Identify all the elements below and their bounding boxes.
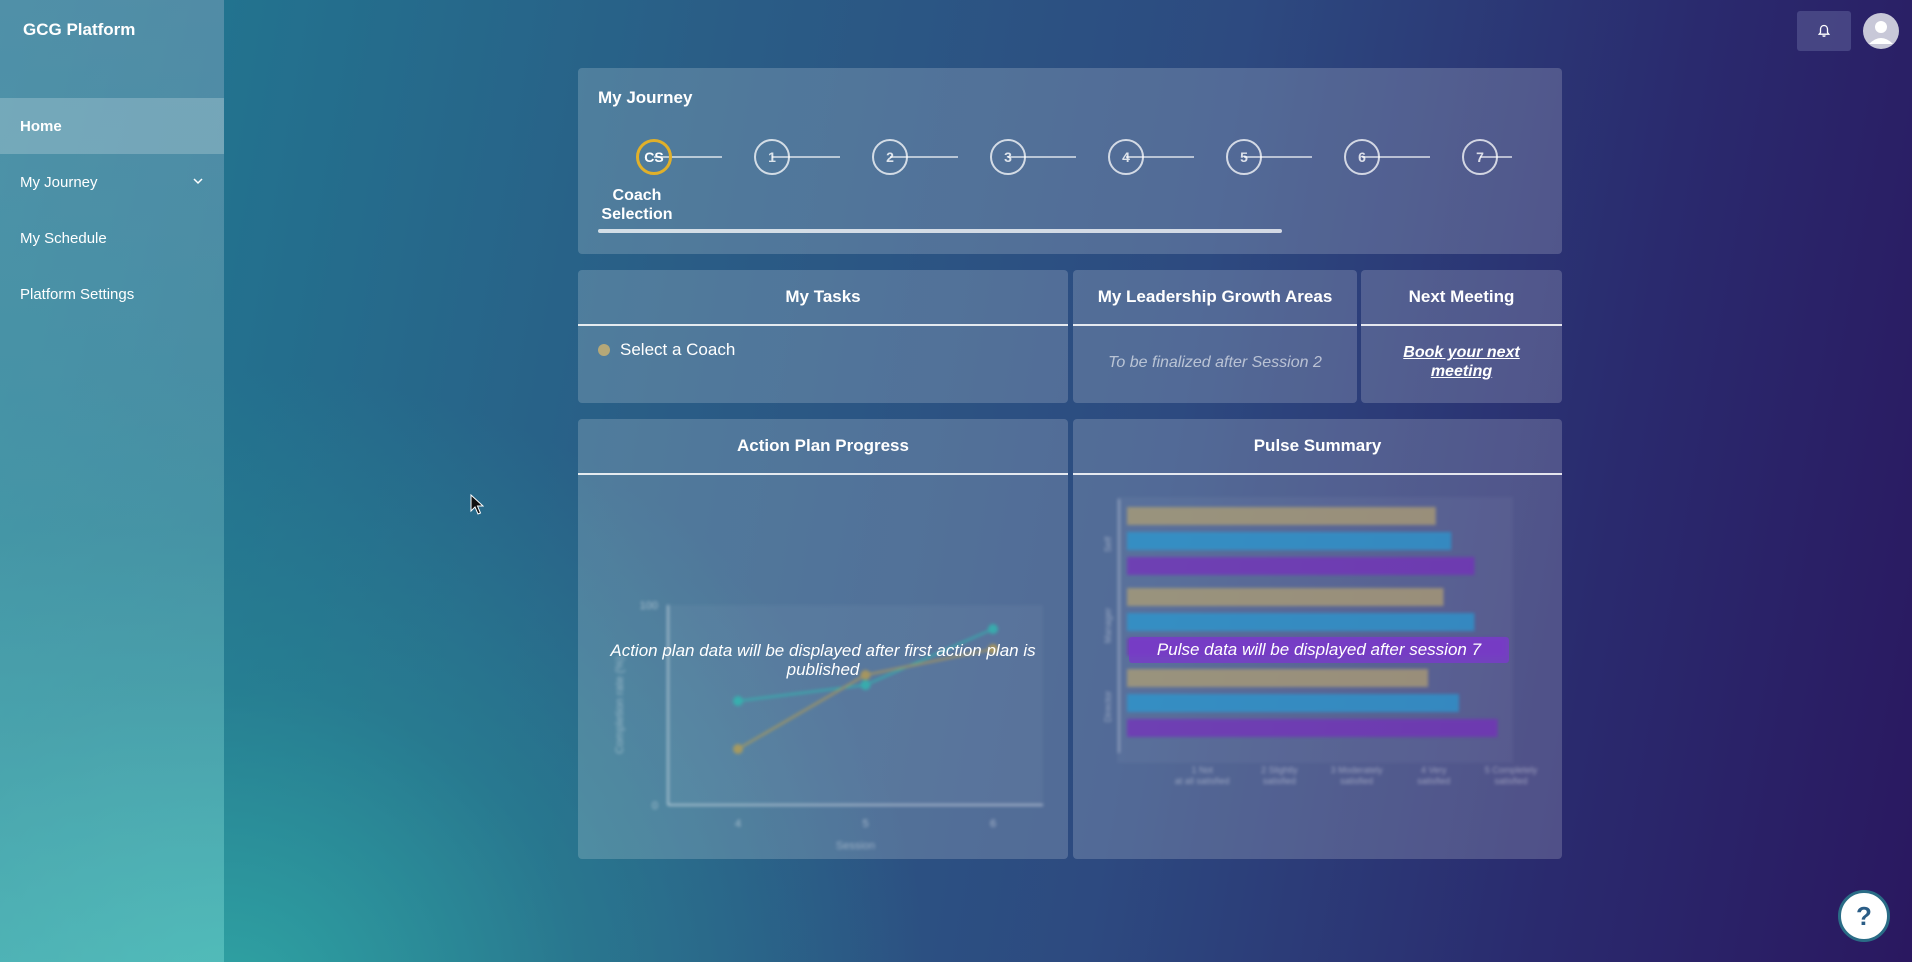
bell-icon <box>1817 24 1831 37</box>
sidebar-item-home[interactable]: Home <box>0 98 224 154</box>
journey-title: My Journey <box>598 88 693 107</box>
x-tick-label: satisfied <box>1417 776 1450 786</box>
step-connector <box>772 156 840 158</box>
pulse-message: Pulse data will be displayed after sessi… <box>1129 637 1509 663</box>
status-dot-icon <box>598 344 610 356</box>
sidebar-item-label: My Journey <box>20 173 98 191</box>
x-tick-label: 1 Not <box>1191 765 1213 775</box>
step-2[interactable]: 2 <box>872 139 908 175</box>
y-tick-label: 100 <box>640 600 658 612</box>
plot-area <box>668 605 1043 805</box>
task-item[interactable]: Select a Coach <box>598 340 735 360</box>
step-connector <box>654 156 722 158</box>
step-6[interactable]: 6 <box>1344 139 1380 175</box>
next-meeting-card: Next Meeting Book your next meeting <box>1361 270 1562 403</box>
x-tick-label: 4 Very <box>1421 765 1447 775</box>
series-point <box>733 696 743 706</box>
sidebar: GCG Platform Home My Journey My Schedule… <box>0 0 224 962</box>
task-label: Select a Coach <box>620 340 736 359</box>
journey-stepper: CS 1 2 3 4 5 6 7 Coach Selection <box>578 68 1562 254</box>
sidebar-item-my-schedule[interactable]: My Schedule <box>0 210 224 266</box>
x-tick-label: 4 <box>735 818 741 830</box>
growth-areas-title: My Leadership Growth Areas <box>1073 270 1357 326</box>
mouse-cursor-icon <box>470 494 484 515</box>
sidebar-item-platform-settings[interactable]: Platform Settings <box>0 266 224 322</box>
x-tick-label: 2 Slightly <box>1261 765 1298 775</box>
category-label: Director <box>1103 691 1113 723</box>
tasks-title: My Tasks <box>578 270 1068 326</box>
current-step-label: Coach Selection <box>601 187 673 223</box>
action-plan-message: Action plan data will be displayed after… <box>610 641 1036 679</box>
sidebar-item-my-journey[interactable]: My Journey <box>0 154 224 210</box>
x-tick-label: 3 Moderately <box>1331 765 1384 775</box>
sidebar-item-label: My Schedule <box>20 229 107 247</box>
series-point <box>733 744 743 754</box>
x-tick-label: satisfied <box>1263 776 1296 786</box>
pulse-summary-title: Pulse Summary <box>1073 419 1562 475</box>
action-plan-title: Action Plan Progress <box>578 419 1068 475</box>
journey-card: My Journey CS 1 2 3 4 5 6 7 Coach Select… <box>578 68 1562 254</box>
chevron-down-icon <box>193 178 203 185</box>
app-title: GCG Platform <box>23 20 136 39</box>
bar <box>1127 719 1498 737</box>
series-point <box>988 644 998 654</box>
bar <box>1127 557 1475 575</box>
help-button[interactable]: ? <box>1838 890 1890 942</box>
bar <box>1127 613 1475 631</box>
next-meeting-title: Next Meeting <box>1361 270 1562 326</box>
x-axis-label: Session <box>836 840 875 852</box>
action-plan-chart: 4 5 6 0 100 Session Completion rate (%) <box>614 600 1043 852</box>
step-connector <box>1362 156 1430 158</box>
sidebar-item-label: Platform Settings <box>20 285 135 303</box>
step-3[interactable]: 3 <box>990 139 1026 175</box>
x-tick-label: 5 <box>862 818 868 830</box>
book-meeting-link[interactable]: Book your next meeting <box>1403 344 1520 380</box>
series-point <box>860 670 871 680</box>
step-connector <box>890 156 958 158</box>
step-5[interactable]: 5 <box>1226 139 1262 175</box>
step-1[interactable]: 1 <box>754 139 790 175</box>
bar <box>1127 507 1436 525</box>
user-avatar-button[interactable] <box>1863 13 1899 49</box>
bar <box>1127 694 1459 712</box>
sidebar-nav: Home My Journey My Schedule Platform Set… <box>0 98 224 322</box>
notifications-button[interactable] <box>1797 11 1851 51</box>
x-tick-label: satisfied <box>1494 776 1527 786</box>
bar <box>1127 532 1452 550</box>
step-connector <box>1244 156 1312 158</box>
x-tick-label: satisfied <box>1340 776 1373 786</box>
growth-areas-placeholder: To be finalized after Session 2 <box>1108 354 1322 371</box>
tasks-card: My Tasks Select a Coach <box>578 270 1068 403</box>
series-point <box>988 624 998 634</box>
user-avatar-icon <box>1869 21 1893 44</box>
x-tick-label: 6 <box>990 818 996 830</box>
category-label: Manager <box>1103 608 1113 644</box>
category-label: Self <box>1103 536 1113 552</box>
y-axis-label: Completion rate (%) <box>614 656 626 754</box>
step-connector <box>1126 156 1194 158</box>
pulse-summary-card: Pulse Summary Self Manager Director 1 Not at… <box>1073 419 1562 859</box>
x-tick-label: 5 Completely <box>1485 765 1538 775</box>
step-connector <box>1008 156 1076 158</box>
bar <box>1127 588 1444 606</box>
series-point <box>860 680 871 690</box>
sidebar-item-label: Home <box>20 117 62 135</box>
x-tick-label: at all satisfied <box>1175 776 1230 786</box>
y-tick-label: 0 <box>652 800 658 812</box>
growth-areas-card: My Leadership Growth Areas To be finaliz… <box>1073 270 1357 403</box>
step-coach-selection[interactable]: CS <box>636 139 672 175</box>
step-7[interactable]: 7 <box>1462 139 1498 175</box>
journey-scrollbar[interactable] <box>598 229 1282 233</box>
bar <box>1127 669 1429 687</box>
step-4[interactable]: 4 <box>1108 139 1144 175</box>
action-plan-card: Action Plan Progress 4 5 6 0 100 Session Compl… <box>578 419 1068 859</box>
